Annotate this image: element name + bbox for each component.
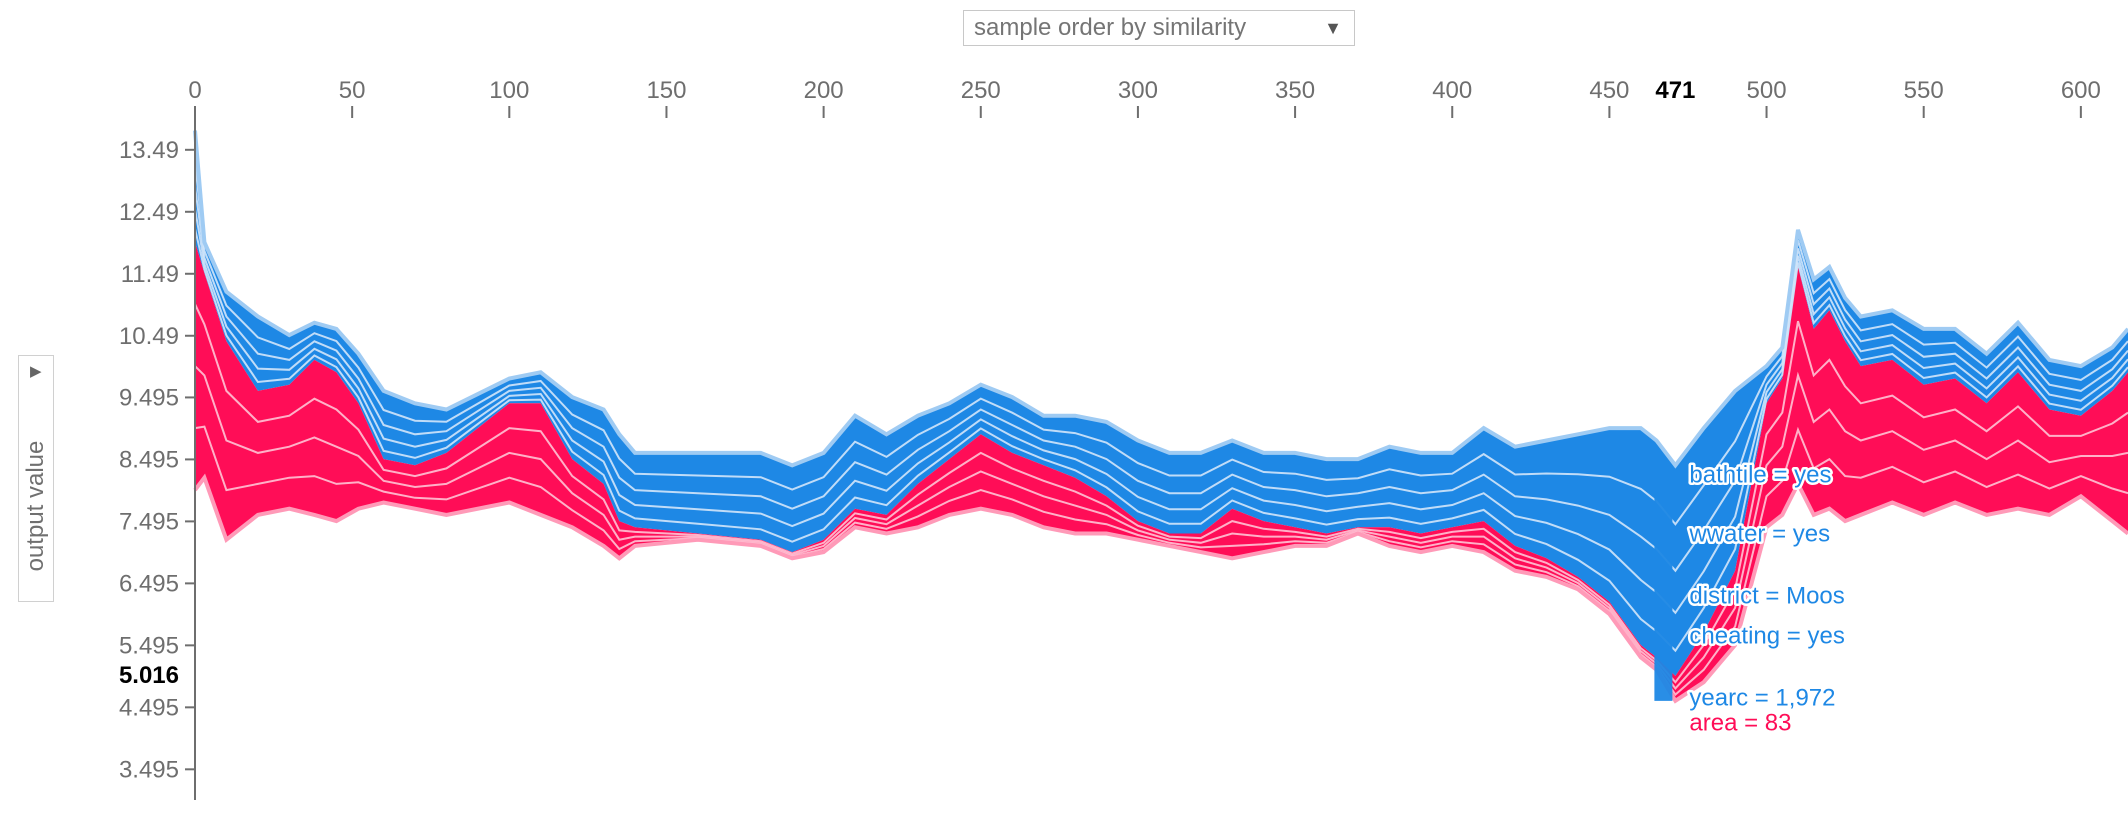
y-tick-label-11.49: 11.49 (121, 261, 179, 288)
negative-feature-line-3 (194, 186, 2128, 573)
y-tick-label-6.495: 6.495 (119, 570, 179, 597)
feature-label-6: area = 83 (1689, 710, 1791, 737)
x-tick-label-100: 100 (489, 77, 529, 104)
expand-arrow-icon: ▶ (30, 363, 42, 380)
y-highlight-label: 5.016 (119, 662, 179, 689)
positive-effects-area (195, 242, 2128, 701)
chevron-down-icon: ▼ (1324, 17, 1342, 38)
x-tick-label-50: 50 (339, 77, 366, 104)
x-tick-label-350: 350 (1275, 77, 1315, 104)
x-tick-label-550: 550 (1904, 77, 1944, 104)
y-axis-label: output value (22, 440, 49, 572)
negative-feature-line-4 (194, 161, 2128, 526)
feature-label-5: yearc = 1,972 (1689, 685, 1835, 712)
sort-order-label: sample order by similarity (974, 14, 1247, 41)
x-tick-label-500: 500 (1747, 77, 1787, 104)
x-tick-label-450: 450 (1589, 77, 1629, 104)
x-tick-label-150: 150 (646, 77, 686, 104)
sort-order-select[interactable]: sample order by similarity ▼ (963, 10, 1355, 46)
positive-feature-line-2 (194, 365, 2128, 690)
positive-feature-line-1 (194, 425, 2128, 697)
x-tick-label-400: 400 (1432, 77, 1472, 104)
x-tick-label-300: 300 (1118, 77, 1158, 104)
x-highlight-label: 471 (1655, 77, 1695, 104)
y-tick-label-4.495: 4.495 (119, 694, 179, 721)
feature-label-4: cheating = yes (1689, 623, 1844, 650)
y-tick-label-9.495: 9.495 (119, 384, 179, 411)
negative-feature-line-2 (194, 208, 2128, 615)
y-tick-label-13.49: 13.49 (119, 137, 179, 164)
feature-label-2: wwater = yes (1688, 520, 1830, 547)
lower-envelope-line (193, 473, 2128, 704)
feature-label-3: district = Moos (1689, 582, 1844, 609)
x-tick-label-0: 0 (188, 77, 201, 104)
x-tick-label-600: 600 (2061, 77, 2101, 104)
y-tick-label-5.495: 5.495 (119, 632, 179, 659)
y-tick-label-10.49: 10.49 (119, 323, 179, 350)
y-tick-label-3.495: 3.495 (119, 756, 179, 783)
negative-feature-line-1 (194, 228, 2128, 653)
feature-label-1: bathtile = yes (1689, 462, 1831, 489)
upper-envelope-line (193, 130, 2128, 469)
x-tick-label-250: 250 (961, 77, 1001, 104)
y-tick-label-7.495: 7.495 (119, 508, 179, 535)
x-tick-label-200: 200 (804, 77, 844, 104)
positive-feature-line-3 (194, 303, 2128, 684)
y-tick-label-12.49: 12.49 (119, 199, 179, 226)
y-tick-label-8.495: 8.495 (119, 446, 179, 473)
y-axis-label-select[interactable]: ▶ output value (18, 355, 54, 602)
